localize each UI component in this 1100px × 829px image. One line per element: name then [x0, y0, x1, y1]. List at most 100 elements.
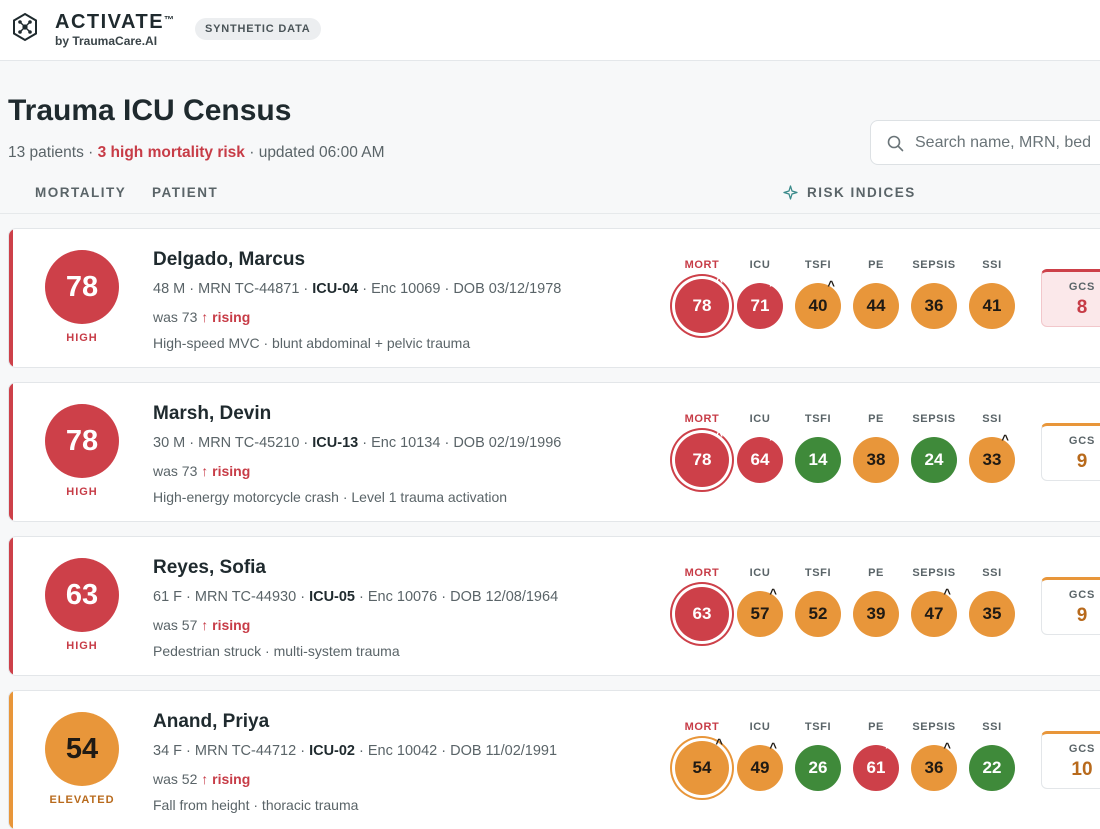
risk-index-value: 63: [692, 604, 712, 623]
risk-index-icu[interactable]: 49 ^: [737, 741, 783, 791]
index-label: TSFI: [804, 259, 832, 271]
mortality-trend: was 73 ↑ rising: [153, 463, 250, 479]
risk-index-icu[interactable]: 71 ^: [737, 279, 783, 329]
risk-index-mort[interactable]: 54 ^: [675, 737, 729, 795]
patient-name[interactable]: Reyes, Sofia: [153, 557, 266, 578]
trend-up-icon: ^: [769, 278, 777, 293]
injury-description: High-energy motorcycle crash · Level 1 t…: [153, 489, 508, 505]
risk-index-value: 57: [750, 604, 770, 623]
risk-index-value: 35: [982, 604, 1002, 623]
sparkle-icon: [783, 185, 798, 200]
gcs-value: 8: [1076, 297, 1088, 318]
risk-index-ssi[interactable]: 33 ^: [969, 433, 1015, 483]
patient-card[interactable]: 78 HIGH Delgado, Marcus 48 M · MRN TC-44871…: [8, 228, 1100, 368]
risk-index-sepsis[interactable]: 24: [911, 437, 957, 483]
risk-index-value: 38: [866, 450, 886, 469]
patient-name[interactable]: Delgado, Marcus: [153, 249, 306, 270]
index-label: MORT: [684, 721, 720, 733]
search-box[interactable]: [870, 120, 1100, 165]
column-header-mortality[interactable]: MORTALITY: [35, 185, 127, 200]
risk-index-value: 78: [692, 450, 712, 469]
search-input[interactable]: [915, 131, 1100, 155]
risk-index-icu[interactable]: 64 ^: [737, 433, 783, 483]
gcs-value: 9: [1076, 451, 1088, 472]
risk-index-sepsis[interactable]: 36: [911, 283, 957, 329]
bed-id: ICU-13: [312, 435, 359, 451]
risk-index-value: 41: [982, 296, 1002, 315]
risk-index-value: 36: [924, 758, 944, 777]
risk-index-pe[interactable]: 39: [853, 591, 899, 637]
index-label: SSI: [982, 413, 1002, 425]
risk-index-value: 78: [692, 296, 712, 315]
activate-logo-icon[interactable]: [10, 12, 40, 42]
risk-index-value: 47: [924, 604, 944, 623]
index-label: ICU: [749, 721, 771, 733]
risk-accent-bar: [9, 383, 13, 521]
risk-index-mort[interactable]: 78 ^: [675, 429, 729, 487]
trend-rising: ↑ rising: [201, 309, 251, 325]
risk-index-mort[interactable]: 78 ^: [675, 275, 729, 333]
updated-time: · updated 06:00 AM: [244, 144, 385, 161]
trend-up-icon: ^: [827, 278, 835, 293]
risk-index-value: 26: [808, 758, 828, 777]
encounter-dob: · Enc 10042 · DOB 11/02/1991: [355, 743, 558, 759]
mortality-trend: was 52 ↑ rising: [153, 771, 250, 787]
brand-trademark: ™: [164, 15, 176, 26]
trend-up-icon: ^: [715, 736, 723, 751]
risk-index-ssi[interactable]: 35: [969, 591, 1015, 637]
risk-level-label: HIGH: [66, 640, 98, 652]
patient-name[interactable]: Anand, Priya: [153, 711, 270, 732]
trend-up-icon: ^: [769, 586, 777, 601]
risk-index-value: 36: [924, 296, 944, 315]
gcs-value: 10: [1071, 759, 1093, 780]
risk-index-ssi[interactable]: 41: [969, 283, 1015, 329]
risk-index-sepsis[interactable]: 47 ^: [911, 587, 957, 637]
patient-name[interactable]: Marsh, Devin: [153, 403, 272, 424]
brand[interactable]: ACTIVATE™ by TraumaCare.AI: [55, 11, 176, 49]
brand-name: ACTIVATE: [55, 11, 165, 33]
gcs-tile[interactable]: GCS 8: [1041, 269, 1100, 327]
gcs-label: GCS: [1068, 589, 1096, 601]
risk-index-tsfi[interactable]: 40 ^: [795, 279, 841, 329]
trend-rising: ↑ rising: [201, 463, 251, 479]
risk-index-tsfi[interactable]: 52: [795, 591, 841, 637]
index-label: TSFI: [804, 413, 832, 425]
summary-separator: ·: [83, 144, 98, 161]
gcs-tile[interactable]: GCS 9: [1041, 577, 1100, 635]
risk-index-pe[interactable]: 61 ^: [853, 741, 899, 791]
top-bar: ACTIVATE™ by TraumaCare.AI SYNTHETIC DAT…: [0, 0, 1100, 61]
mortality-score-badge: 78: [45, 404, 119, 478]
patient-card[interactable]: 54 ELEVATED Anand, Priya 34 F · MRN TC-4471…: [8, 690, 1100, 829]
encounter-dob: · Enc 10076 · DOB 12/08/1964: [355, 589, 559, 605]
high-risk-count[interactable]: 3 high mortality risk: [97, 144, 245, 161]
gcs-label: GCS: [1068, 281, 1096, 293]
gcs-label: GCS: [1068, 435, 1096, 447]
gcs-tile[interactable]: GCS 10: [1041, 731, 1100, 789]
risk-index-ssi[interactable]: 22: [969, 745, 1015, 791]
risk-index-sepsis[interactable]: 36 ^: [911, 741, 957, 791]
risk-index-icu[interactable]: 57 ^: [737, 587, 783, 637]
mortality-trend: was 57 ↑ rising: [153, 617, 250, 633]
risk-index-value: 49: [750, 758, 770, 777]
risk-index-value: 39: [866, 604, 886, 623]
risk-index-value: 24: [924, 450, 944, 469]
patient-meta: 48 M · MRN TC-44871 · ICU-04 · Enc 10069…: [153, 281, 561, 297]
risk-index-mort[interactable]: 63: [675, 587, 729, 641]
risk-index-pe[interactable]: 44: [853, 283, 899, 329]
column-header-patient[interactable]: PATIENT: [152, 185, 219, 200]
gcs-tile[interactable]: GCS 9: [1041, 423, 1100, 481]
index-label: SSI: [982, 259, 1002, 271]
patient-card[interactable]: 63 HIGH Reyes, Sofia 61 F · MRN TC-44930 · …: [8, 536, 1100, 676]
risk-index-tsfi[interactable]: 14: [795, 437, 841, 483]
injury-description: Fall from height · thoracic trauma: [153, 797, 359, 813]
column-header-risk-indices[interactable]: RISK INDICES: [807, 185, 916, 200]
patient-card[interactable]: 78 HIGH Marsh, Devin 30 M · MRN TC-45210 · …: [8, 382, 1100, 522]
bed-id: ICU-04: [312, 281, 359, 297]
risk-index-value: 14: [808, 450, 828, 469]
header-divider: [0, 213, 1100, 214]
gcs-value: 9: [1076, 605, 1088, 626]
risk-index-pe[interactable]: 38: [853, 437, 899, 483]
risk-index-tsfi[interactable]: 26: [795, 745, 841, 791]
index-label: PE: [868, 721, 884, 733]
trend-up-icon: ^: [885, 740, 893, 755]
